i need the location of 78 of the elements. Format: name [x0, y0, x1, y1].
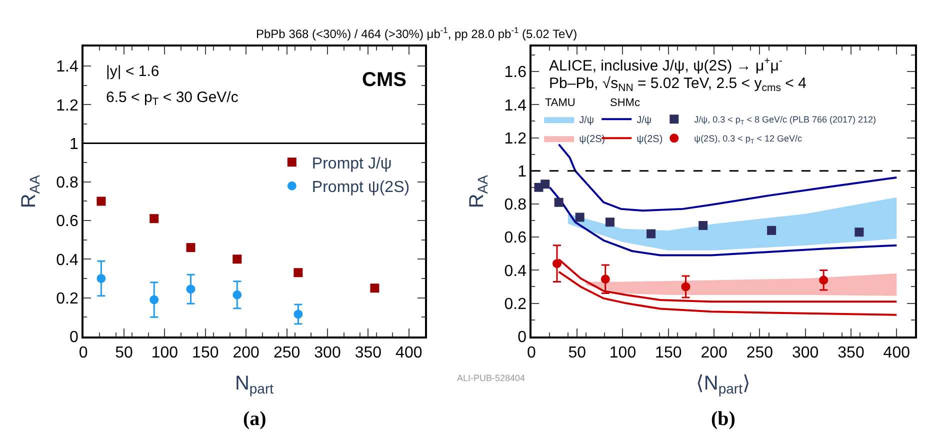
x-tick-label: 350: [354, 344, 382, 362]
point: [575, 212, 584, 222]
legend-label: J/ψ: [636, 115, 652, 126]
y-tick-label: 0.2: [504, 296, 527, 313]
annotation: TAMU: [545, 97, 576, 109]
y-tick-label: 0: [518, 329, 527, 346]
chart-title: PbPb 368 (<30%) / 464 (>30%) μb$^{-1}$, pp 28.0 pb$^{-1}$ (5.02 TeV): [256, 25, 578, 42]
text: (b): [711, 408, 736, 430]
point: [552, 259, 562, 268]
x-tick-label: 200: [232, 344, 260, 362]
x-tick-label: 300: [792, 344, 819, 362]
point: [605, 218, 614, 227]
x-tick-label: 300: [314, 344, 341, 362]
annotation: CMS: [362, 69, 406, 91]
x-tick-label: 50: [115, 344, 133, 362]
point: [150, 214, 159, 224]
y-tick-label: 0.8: [504, 196, 527, 214]
x-axis-title: ⟨N$_{part}$⟩: [696, 372, 750, 397]
text: ALI-PUB-528404: [457, 373, 526, 383]
point: [554, 198, 564, 207]
y-tick-label: 1.2: [56, 97, 78, 114]
x-tick-label: 100: [609, 344, 636, 362]
y-tick-label: 1: [518, 163, 527, 180]
line-series: [558, 143, 898, 212]
y-tick-label: 0.2: [56, 290, 78, 308]
x-axis-title: N$_{part}$: [234, 372, 274, 397]
point: [370, 284, 380, 293]
annotation: SHMc: [610, 97, 640, 109]
y-tick-label: 0: [69, 329, 78, 346]
x-tick-label: 100: [151, 344, 178, 362]
y-tick-label: 0.4: [56, 252, 78, 269]
x-tick-label: 350: [838, 344, 864, 362]
point: [186, 243, 196, 252]
x-tick-label: 50: [568, 344, 586, 362]
point: [232, 290, 242, 300]
point: [600, 274, 610, 284]
point: [96, 274, 106, 283]
annotation: Pb–Pb, √s$_{NN}$ = 5.02 TeV, 2.5 < y$_{cms}$ < 4: [549, 75, 806, 94]
point: [854, 228, 864, 237]
annotation: ALICE, inclusive J/ψ, ψ(2S) → μ$^{+}$μ$^{-}$: [549, 55, 783, 74]
point: [294, 268, 303, 278]
legend-label: J/ψ, 0.3 < p$_{T}$ < 8 GeV/c (PLB 766 (2017) 212): [694, 114, 876, 127]
legend-label: Prompt J/ψ: [312, 155, 392, 172]
point: [186, 284, 196, 294]
y-tick-label: 1.6: [504, 64, 527, 82]
legend-label: ψ(2S): [579, 134, 606, 146]
legend-label: ψ(2S), 0.3 < p$_{T}$ < 12 GeV/c: [694, 134, 802, 146]
annotation: |y| < 1.6: [106, 63, 160, 80]
x-tick-label: 250: [273, 344, 300, 362]
y-tick-label: 0.8: [56, 174, 78, 192]
x-tick-label: 150: [655, 344, 682, 362]
y-tick-label: 1.4: [56, 58, 78, 76]
x-tick-label: 400: [396, 344, 422, 362]
legend-label: Prompt ψ(2S): [312, 179, 410, 196]
x-tick-label: 400: [883, 344, 910, 362]
annotation: 6.5 < p$_{T}$ < 30 GeV/c: [106, 89, 239, 108]
y-tick-label: 0.4: [504, 262, 527, 280]
x-tick-label: 200: [700, 344, 728, 362]
point: [681, 282, 690, 292]
point: [767, 226, 776, 235]
y-tick-label: 0.6: [504, 230, 527, 247]
x-tick-label: 250: [746, 344, 774, 362]
legend-label: ψ(2S): [636, 134, 663, 146]
point: [150, 295, 159, 304]
legend-label: J/ψ: [579, 115, 594, 126]
point: [232, 254, 242, 264]
x-tick-label: 150: [192, 344, 219, 362]
point: [540, 180, 550, 189]
point: [698, 220, 708, 230]
point: [646, 229, 656, 238]
point: [819, 276, 828, 285]
y-tick-label: 1.4: [504, 97, 527, 114]
text: (a): [243, 408, 266, 430]
y-tick-label: 1.2: [504, 130, 527, 148]
y-tick-label: 1: [69, 136, 78, 153]
point: [96, 196, 106, 206]
y-tick-label: 0.6: [56, 213, 78, 230]
point: [294, 310, 303, 319]
